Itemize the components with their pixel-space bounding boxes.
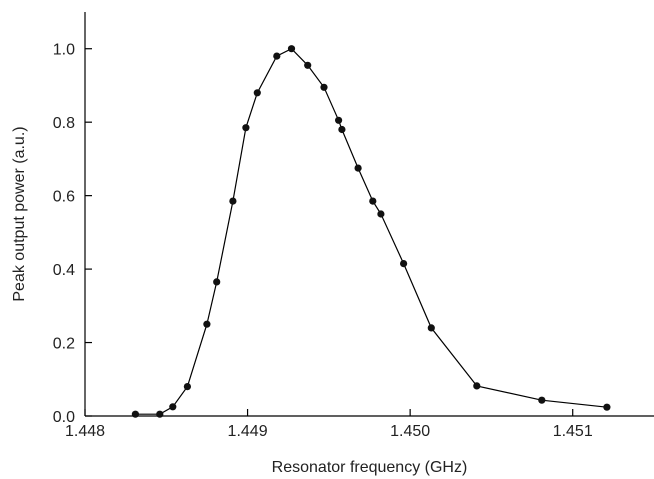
data-point bbox=[400, 260, 408, 268]
x-tick-label: 1.449 bbox=[228, 423, 268, 440]
data-point bbox=[183, 383, 191, 391]
series-path bbox=[135, 47, 607, 415]
x-tick-label: 1.450 bbox=[390, 423, 430, 440]
data-point bbox=[354, 164, 362, 172]
data-point bbox=[369, 197, 377, 205]
data-point bbox=[473, 382, 481, 390]
data-point bbox=[287, 45, 296, 53]
y-tick-label: 0.0 bbox=[53, 409, 75, 426]
x-axis: 1.448 1.449 1.450 1.451 bbox=[65, 409, 593, 440]
data-point bbox=[203, 320, 211, 328]
x-tick-label: 1.451 bbox=[553, 423, 593, 440]
x-axis-label: Resonator frequency (GHz) bbox=[272, 459, 468, 476]
data-point bbox=[169, 403, 177, 411]
data-point bbox=[320, 83, 328, 91]
y-tick-label: 1.0 bbox=[53, 42, 75, 59]
plot-frame bbox=[84, 12, 654, 417]
y-axis: 0.0 0.2 0.4 0.6 0.8 1.0 bbox=[53, 42, 92, 426]
data-point bbox=[242, 124, 250, 132]
data-point bbox=[335, 116, 343, 124]
series-line bbox=[131, 45, 611, 418]
data-point bbox=[131, 410, 139, 418]
y-axis-label: Peak output power (a.u.) bbox=[11, 126, 28, 301]
data-point bbox=[304, 61, 312, 69]
data-point bbox=[229, 197, 237, 205]
data-point bbox=[273, 52, 281, 60]
data-point bbox=[338, 125, 346, 134]
y-tick-label: 0.4 bbox=[53, 262, 75, 279]
data-point bbox=[156, 410, 164, 418]
x-tick-label: 1.448 bbox=[65, 423, 105, 440]
y-tick-label: 0.6 bbox=[53, 189, 75, 206]
data-point bbox=[377, 210, 385, 218]
data-point bbox=[213, 278, 221, 286]
y-tick-label: 0.8 bbox=[53, 115, 75, 132]
data-point bbox=[253, 89, 261, 97]
data-point bbox=[538, 396, 546, 404]
y-tick-label: 0.2 bbox=[53, 336, 75, 353]
data-point bbox=[427, 324, 435, 332]
data-point bbox=[603, 403, 611, 411]
